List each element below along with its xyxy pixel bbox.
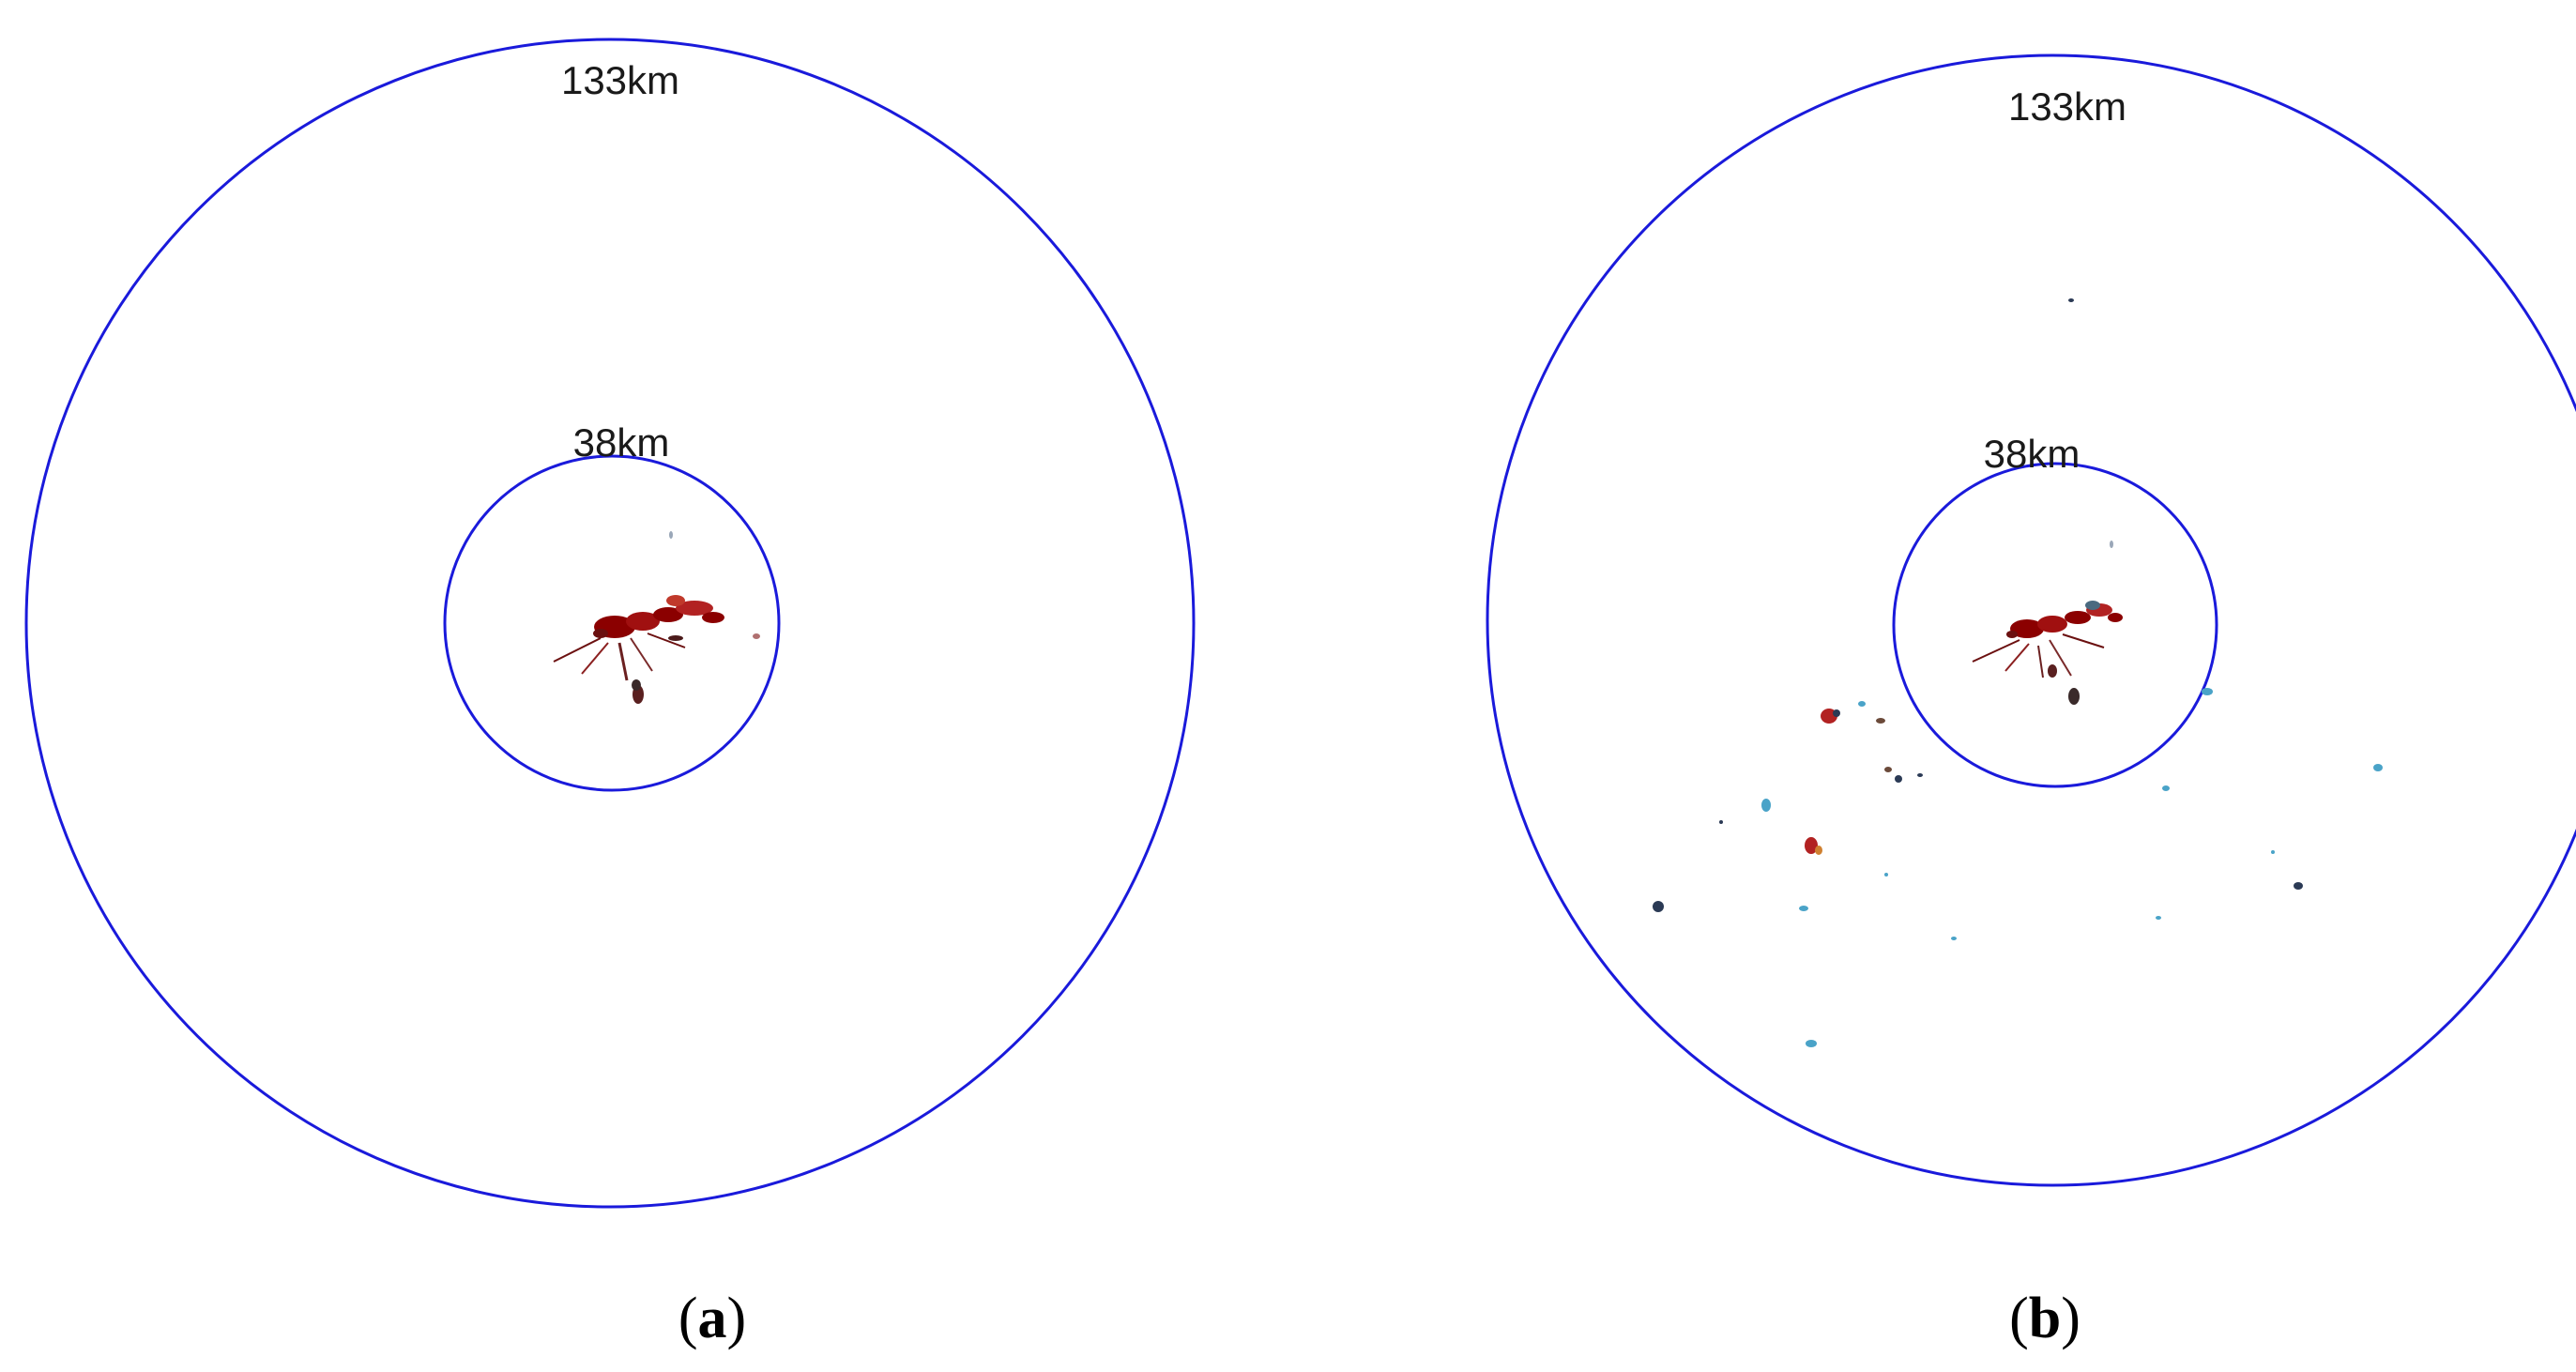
outer-ring-label: 133km (2007, 84, 2127, 129)
caption-letter: a (697, 1287, 727, 1350)
panel-caption: (b) (2009, 1286, 2081, 1352)
radar-plot-b (1486, 53, 2576, 1187)
caption-letter: b (2028, 1287, 2062, 1350)
echo-cluster-b (1972, 541, 2123, 705)
inner-range-ring-38km (443, 454, 781, 792)
caption-close-paren: ) (726, 1287, 747, 1350)
caption-close-paren: ) (2061, 1287, 2081, 1350)
scattered-echoes-b (1653, 298, 2383, 1047)
inner-ring-label: 38km (572, 420, 670, 465)
outer-range-ring-133km (24, 38, 1196, 1209)
outer-range-ring-133km (1486, 53, 2576, 1187)
caption-open-paren: ( (2009, 1287, 2029, 1350)
panel-caption: (a) (678, 1286, 746, 1352)
inner-range-ring-38km (1892, 462, 2218, 788)
caption-open-paren: ( (678, 1287, 698, 1350)
radar-plot-a (24, 38, 1196, 1209)
panel-a: 133km 38km (a) (24, 38, 1196, 1352)
outer-ring-label: 133km (560, 58, 680, 102)
echo-cluster-a (553, 531, 760, 704)
inner-ring-label: 38km (1983, 432, 2081, 476)
panel-b: 133km 38km (b) (1288, 0, 2576, 1372)
